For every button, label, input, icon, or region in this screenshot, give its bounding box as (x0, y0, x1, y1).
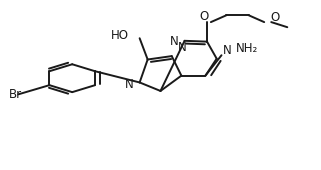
Text: N: N (222, 44, 231, 57)
Text: O: O (199, 11, 208, 23)
Text: Br: Br (9, 88, 22, 101)
Text: O: O (270, 11, 279, 24)
Text: N: N (125, 78, 134, 91)
Text: N: N (170, 35, 179, 48)
Text: N: N (178, 41, 186, 54)
Text: HO: HO (111, 29, 129, 42)
Text: NH₂: NH₂ (236, 42, 258, 55)
